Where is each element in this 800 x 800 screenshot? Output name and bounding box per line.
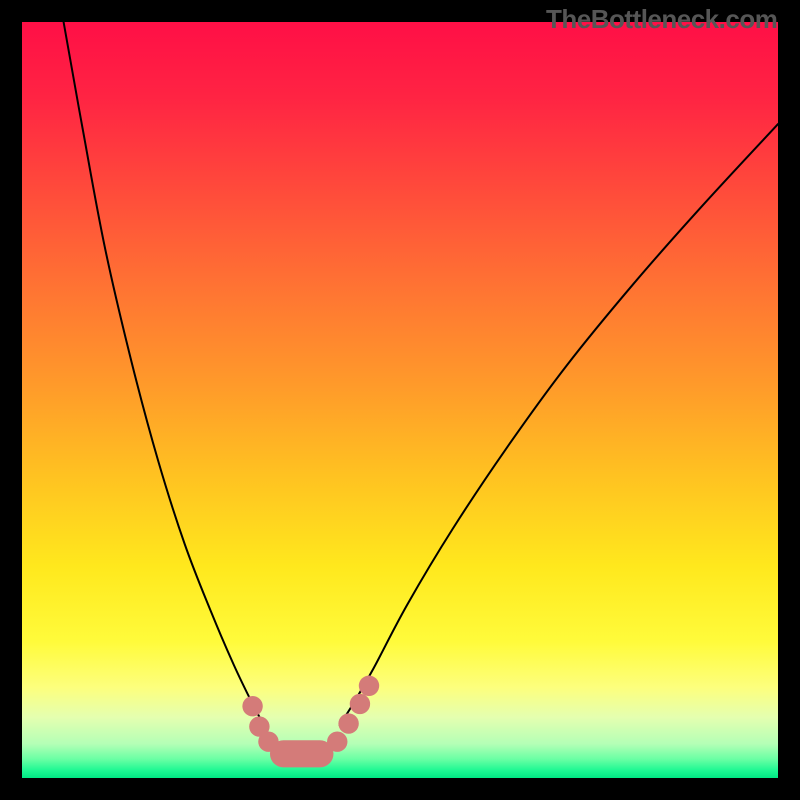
plot-background: [22, 22, 778, 778]
marker-dot-right: [338, 713, 358, 733]
marker-dot-right: [359, 676, 379, 696]
marker-dot-left: [258, 732, 278, 752]
marker-dot-left: [242, 696, 262, 716]
watermark-text: TheBottleneck.com: [546, 4, 777, 35]
marker-dot-right: [327, 732, 347, 752]
optimal-band: [270, 740, 334, 767]
marker-dot-right: [350, 694, 370, 714]
chart-svg: [0, 0, 800, 800]
